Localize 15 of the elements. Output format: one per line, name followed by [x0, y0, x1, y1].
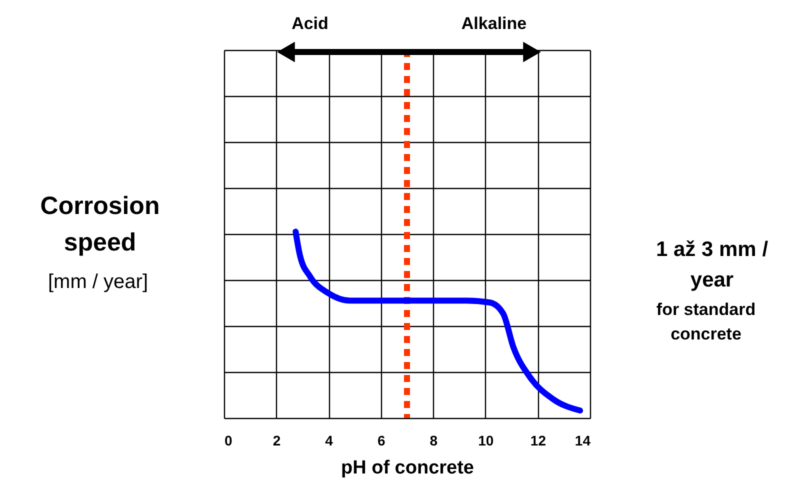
- y-axis-title: Corrosion speed: [40, 192, 160, 256]
- text: [mm / year]: [48, 271, 148, 293]
- x-tick-label: 2: [272, 432, 281, 448]
- x-tick-label: 8: [430, 432, 438, 448]
- x-tick-label: 10: [478, 432, 494, 448]
- text: Alkaline: [461, 14, 527, 33]
- x-tick-label: 6: [377, 432, 386, 448]
- x-tick-label: 14: [574, 432, 591, 448]
- x-axis-title: pH of concrete: [340, 458, 474, 478]
- x-tick-label: 0: [224, 432, 232, 448]
- x-tick-label: 4: [325, 432, 334, 448]
- x-tick-label: 12: [530, 432, 546, 448]
- text: Acid: [292, 14, 328, 33]
- text: 1 až 3 mm / year: [656, 238, 768, 292]
- text: for standard concrete: [656, 300, 756, 344]
